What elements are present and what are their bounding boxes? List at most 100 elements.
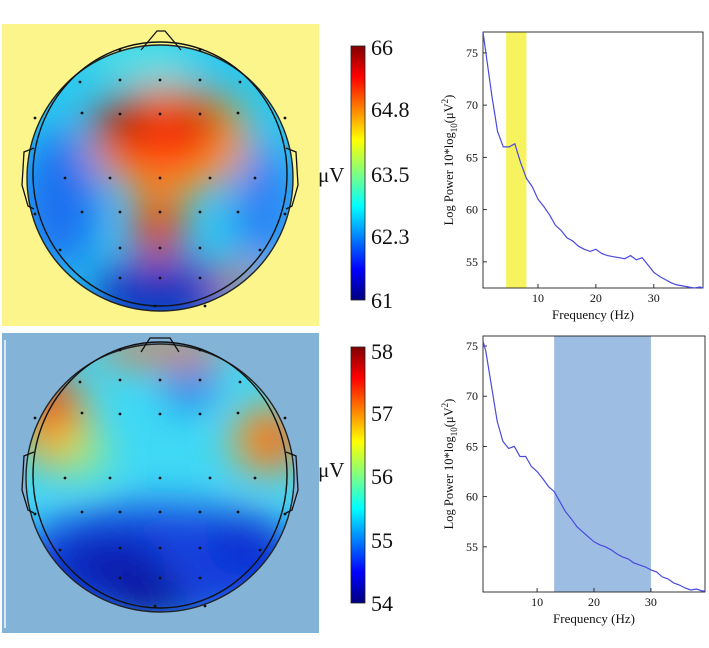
electrode-dot: [198, 510, 202, 514]
electrode-dot: [78, 80, 82, 84]
electrode-dot: [80, 111, 84, 115]
colorbar-bottom: 58 57 56 55 54 μV: [318, 339, 393, 616]
psd-series-line: [482, 340, 705, 592]
x-tick-label: 30: [648, 291, 660, 305]
electrode-dot: [208, 476, 212, 480]
electrode-dot: [80, 210, 84, 214]
electrode-dot: [198, 112, 202, 116]
electrode-dot: [198, 210, 202, 214]
electrode-dot: [158, 546, 162, 550]
electrode-dot: [253, 176, 257, 180]
electrode-dot: [283, 116, 287, 120]
electrode-dot: [236, 210, 240, 214]
x-axis-label: Frequency (Hz): [552, 307, 634, 322]
electrodes-bottom: [33, 348, 287, 608]
electrode-dot: [238, 80, 242, 84]
y-tick-label: 65: [466, 439, 478, 453]
x-tick-label: 10: [532, 291, 544, 305]
electrode-dot: [118, 348, 122, 352]
x-axis-label: Frequency (Hz): [553, 611, 635, 626]
cbar-bottom-tick: 54: [371, 591, 393, 616]
colorbar-top: 66 64.8 63.5 62.3 61 μV: [318, 35, 410, 313]
electrode-dot: [63, 176, 67, 180]
electrode-dot: [158, 246, 162, 250]
electrode-dot: [236, 411, 240, 415]
electrode-dot: [58, 248, 62, 252]
topomap-top: [2, 24, 319, 326]
electrode-dot: [208, 176, 212, 180]
electrode-dot: [80, 510, 84, 514]
y-axis-label: Log Power 10*log10(μV2): [440, 399, 459, 530]
electrode-dot: [198, 246, 202, 250]
x-tick-label: 20: [590, 291, 602, 305]
electrode-dot: [158, 210, 162, 214]
electrode-dot: [158, 276, 162, 280]
y-tick-label: 70: [466, 98, 478, 112]
cbar-top-unit: μV: [318, 163, 344, 187]
electrode-dot: [63, 476, 67, 480]
psd-series-line: [482, 31, 704, 289]
electrode-dot: [198, 276, 202, 280]
electrode-dot: [198, 348, 202, 352]
frequency-band-highlight: [554, 336, 651, 592]
cbar-bottom-tick: 56: [371, 464, 393, 489]
electrode-dot: [118, 78, 122, 82]
electrode-dot: [118, 112, 122, 116]
electrode-dot: [118, 576, 122, 580]
x-tick-label: 10: [531, 595, 543, 609]
electrode-dot: [283, 512, 287, 516]
y-tick-label: 75: [466, 339, 478, 353]
electrode-dot: [158, 112, 162, 116]
cbar-top-tick: 64.8: [371, 97, 410, 122]
cbar-bottom-tick: 58: [371, 339, 393, 364]
cbar-top-tick: 63.5: [371, 162, 410, 187]
electrodes-top: [33, 48, 287, 308]
electrode-dot: [158, 576, 162, 580]
psd-chart-bottom: 10 20 30 55 60 65 70 75 Frequency (Hz) Log Power …: [440, 335, 706, 626]
electrode-dot: [118, 412, 122, 416]
electrode-dot: [78, 380, 82, 384]
electrode-dot: [108, 176, 112, 180]
electrode-dot: [33, 212, 37, 216]
electrode-dot: [198, 78, 202, 82]
electrode-dot: [118, 510, 122, 514]
x-tick-label: 30: [645, 595, 657, 609]
frequency-band-highlight: [506, 32, 527, 288]
electrode-dot: [80, 411, 84, 415]
electrode-dot: [198, 48, 202, 52]
y-axis-label: Log Power 10*log10(μV2): [440, 95, 459, 226]
cbar-bottom-tick: 57: [371, 401, 393, 426]
y-tick-label: 75: [466, 46, 478, 60]
electrode-dot: [283, 416, 287, 420]
electrode-dot: [198, 546, 202, 550]
electrode-dot: [236, 111, 240, 115]
electrode-dot: [33, 416, 37, 420]
electrode-dot: [118, 48, 122, 52]
y-tick-label: 70: [466, 389, 478, 403]
psd-chart-top: 10 20 30 55 60 65 70 75 Frequency (Hz) Log Power …: [440, 31, 704, 322]
electrode-dot: [236, 510, 240, 514]
y-tick-label: 55: [466, 255, 478, 269]
electrode-dot: [198, 576, 202, 580]
topomap-bottom: [2, 333, 319, 633]
y-tick-label: 65: [466, 150, 478, 164]
electrode-dot: [118, 246, 122, 250]
electrode-dot: [33, 116, 37, 120]
y-tick-label: 60: [466, 490, 478, 504]
electrode-dot: [118, 546, 122, 550]
electrode-dot: [258, 248, 262, 252]
plot-frame: [482, 31, 704, 289]
electrode-dot: [258, 548, 262, 552]
y-tick-label: 60: [466, 203, 478, 217]
electrode-dot: [158, 78, 162, 82]
cbar-top-tick: 66: [371, 35, 393, 60]
cbar-top-tick: 62.3: [371, 224, 410, 249]
electrode-dot: [203, 604, 207, 608]
electrode-dot: [118, 276, 122, 280]
cbar-bottom-unit: μV: [318, 458, 344, 482]
electrode-dot: [203, 304, 207, 308]
electrode-dot: [118, 378, 122, 382]
electrode-dot: [33, 512, 37, 516]
cbar-bottom-tick: 55: [371, 528, 393, 553]
